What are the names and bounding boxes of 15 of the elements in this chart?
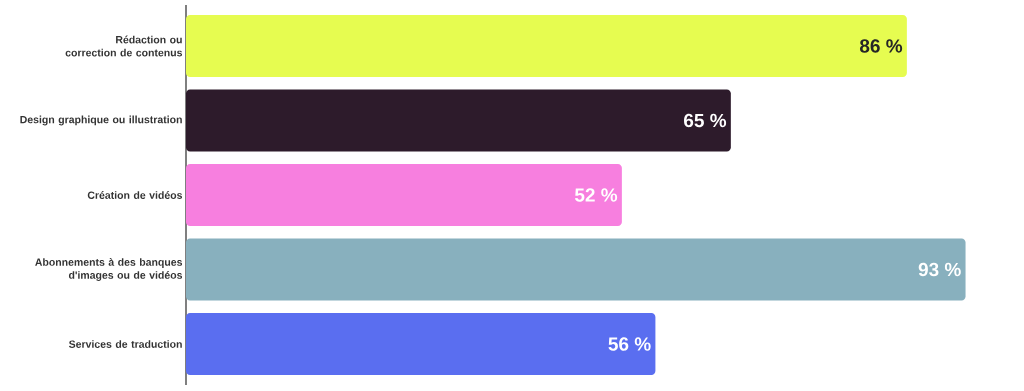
bar bbox=[186, 238, 966, 301]
data-label: 93 % bbox=[918, 262, 961, 277]
bar bbox=[186, 313, 656, 376]
y-tick-label: Rédaction ou correction de contenus bbox=[65, 35, 183, 57]
y-tick-label: Services de traduction bbox=[68, 340, 182, 348]
bar bbox=[186, 14, 907, 77]
data-label: 65 % bbox=[684, 113, 727, 128]
data-label: 52 % bbox=[574, 188, 618, 202]
y-tick-label: Design graphique ou illustration bbox=[20, 115, 182, 126]
y-tick-label: Abonnements à des banques d'images ou de vidéos bbox=[35, 258, 183, 281]
data-label: 56 % bbox=[608, 337, 651, 351]
bar bbox=[186, 89, 731, 152]
bar bbox=[186, 164, 622, 227]
data-label: 86 % bbox=[859, 39, 903, 53]
y-tick-label: Création de vidéos bbox=[87, 191, 183, 199]
